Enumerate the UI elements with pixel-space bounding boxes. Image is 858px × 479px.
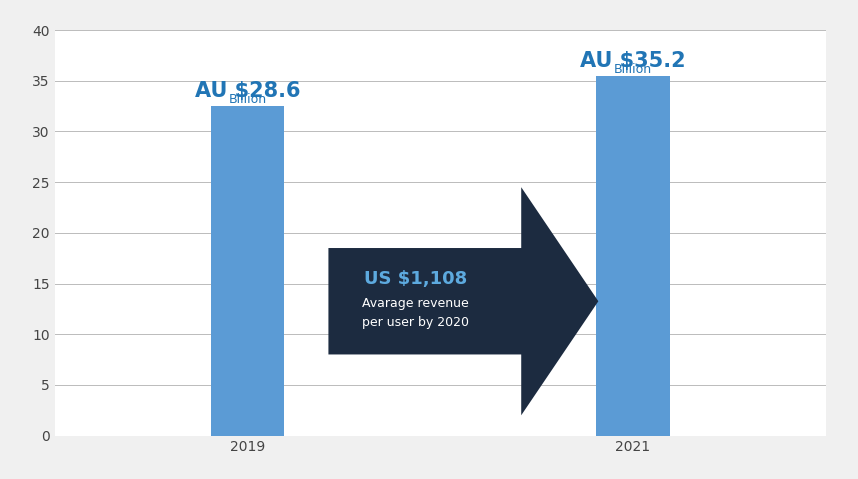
Text: Billion: Billion (228, 93, 267, 106)
Text: Avarage revenue
per user by 2020: Avarage revenue per user by 2020 (362, 297, 468, 330)
Polygon shape (329, 187, 598, 415)
Text: AU $28.6: AU $28.6 (195, 81, 300, 101)
Text: US $1,108: US $1,108 (364, 270, 467, 288)
Text: Billion: Billion (614, 63, 652, 76)
Bar (211, 106, 284, 435)
Bar (596, 76, 670, 435)
Text: AU $35.2: AU $35.2 (580, 51, 686, 70)
